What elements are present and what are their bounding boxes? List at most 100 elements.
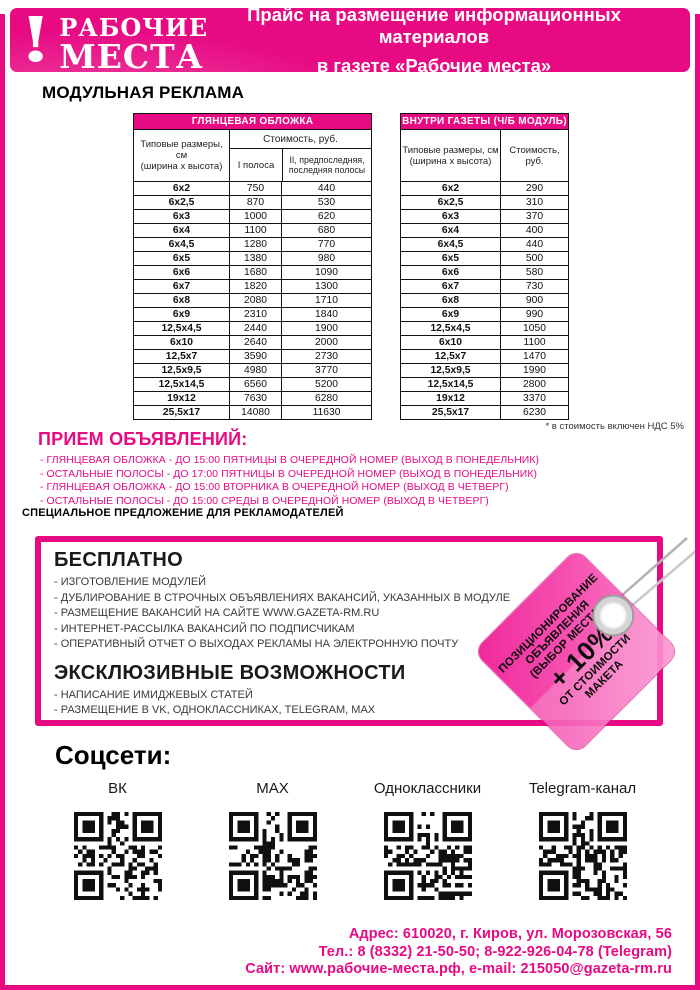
- table-cell: 620: [281, 210, 371, 223]
- free-services-box: БЕСПЛАТНО - ИЗГОТОВЛЕНИЕ МОДУЛЕЙ - ДУБЛИР…: [35, 536, 663, 726]
- table-cell: 1470: [500, 350, 568, 363]
- table-cell: 6230: [500, 406, 568, 419]
- table-row: 6x8 2080 1710: [134, 293, 371, 307]
- table-cell: 990: [500, 308, 568, 321]
- bw-table-title: ВНУТРИ ГАЗЕТЫ (Ч/Б МОДУЛЬ): [401, 114, 568, 129]
- social-labels-row: ВК MAX Одноклассники Telegram-канал: [40, 780, 660, 797]
- table-cell: 370: [500, 210, 568, 223]
- table-cell: 6x2: [441, 183, 460, 194]
- table-row: 12,5x14,5 6560 5200: [134, 377, 371, 391]
- table-cell: 870: [229, 196, 281, 209]
- table-cell: 2730: [281, 350, 371, 363]
- table-cell: 2000: [281, 336, 371, 349]
- list-item: - ГЛЯНЦЕВАЯ ОБЛОЖКА - ДО 15:00 ПЯТНИЦЫ В…: [40, 455, 540, 466]
- table-row: 12,5x7 3590 2730: [134, 349, 371, 363]
- table-row: 6x6 1680 1090: [134, 265, 371, 279]
- table-cell: 12,5x4,5: [161, 323, 202, 334]
- table-row: 6x10 1100: [401, 335, 568, 349]
- table-row: 6x3 1000 620: [134, 209, 371, 223]
- table-cell: 310: [500, 196, 568, 209]
- column-header-size: Типовые размеры, см (ширина x высота): [140, 139, 223, 172]
- table-row: 25,5x17 14080 11630: [134, 405, 371, 419]
- table-row: 6x10 2640 2000: [134, 335, 371, 349]
- footer-contacts: Адрес: 610020, г. Киров, ул. Морозовская…: [245, 926, 672, 979]
- table-row: 6x2 290: [401, 181, 568, 195]
- table-cell: 6x4,5: [168, 239, 195, 250]
- table-cell: 25,5x17: [431, 407, 470, 418]
- column-header-band2: II, предпоследняя, последняя полосы: [282, 149, 371, 181]
- list-item: - ОСТАЛЬНЫЕ ПОЛОСЫ - ДО 17:00 ПЯТНИЦЫ В …: [40, 468, 538, 480]
- table-row: 6x2,5 310: [401, 195, 568, 209]
- social-label-odnoklassniki: Одноклассники: [373, 780, 482, 797]
- table-cell: 1990: [500, 364, 568, 377]
- footer-site-email: Сайт: www.рабочие-места.рф, e-mail: 2150…: [245, 961, 672, 977]
- header-banner: ! РАБОЧИЕ МЕСТА Прайс на размещение инфо…: [10, 8, 690, 72]
- table-cell: 6x7: [441, 281, 460, 292]
- table-row: 6x4 400: [401, 223, 568, 237]
- accepting-deadlines-list: - ГЛЯНЦЕВАЯ ОБЛОЖКА - ДО 15:00 ПЯТНИЦЫ В…: [40, 454, 539, 508]
- table-cell: 1300: [281, 280, 371, 293]
- table-cell: 6x2,5: [168, 197, 195, 208]
- table-cell: 6280: [281, 392, 371, 405]
- table-row: 6x9 990: [401, 307, 568, 321]
- table-cell: 1840: [281, 308, 371, 321]
- logo-line1: РАБОЧИЕ: [59, 13, 209, 42]
- table-row: 6x9 2310 1840: [134, 307, 371, 321]
- table-cell: 980: [281, 252, 371, 265]
- table-cell: 3770: [281, 364, 371, 377]
- table-cell: 6x7: [172, 281, 191, 292]
- column-header-size: Типовые размеры, см (ширина x высота): [402, 144, 499, 167]
- table-cell: 730: [500, 280, 568, 293]
- glossy-table-title: ГЛЯНЦЕВАЯ ОБЛОЖКА: [134, 114, 371, 129]
- list-item: - НАПИСАНИЕ ИМИДЖЕВЫХ СТАТЕЙ: [54, 688, 253, 701]
- bw-table-body: 6x2 290 6x2,5 310 6x3 370 6x4 400 6x4,5 440 6x5 500…: [401, 181, 568, 419]
- table-row: 6x5 500: [401, 251, 568, 265]
- table-cell: 6x10: [439, 337, 462, 348]
- table-row: 6x4,5 440: [401, 237, 568, 251]
- qr-code-odnoklassniki: [381, 810, 474, 902]
- table-cell: 1280: [229, 238, 281, 251]
- table-row: 6x8 900: [401, 293, 568, 307]
- table-cell: 4980: [229, 364, 281, 377]
- table-cell: 6x8: [172, 295, 191, 306]
- table-cell: 25,5x17: [162, 407, 201, 418]
- table-cell: 2800: [500, 378, 568, 391]
- table-cell: 11630: [281, 406, 371, 419]
- table-cell: 6x4,5: [437, 239, 464, 250]
- bw-module-table: ВНУТРИ ГАЗЕТЫ (Ч/Б МОДУЛЬ) Типовые разме…: [400, 113, 569, 420]
- glossy-table-body: 6x2 750 440 6x2,5 870 530 6x3 1000 620 6x4 1100 680…: [134, 181, 371, 419]
- table-cell: 6x2,5: [437, 197, 464, 208]
- newspaper-logo: ! РАБОЧИЕ МЕСТА: [18, 8, 209, 73]
- table-cell: 580: [500, 266, 568, 279]
- social-label-vk: ВК: [108, 780, 127, 797]
- table-cell: 290: [500, 182, 568, 195]
- table-cell: 6x10: [170, 337, 193, 348]
- exclamation-logo-icon: !: [18, 8, 53, 72]
- table-row: 12,5x7 1470: [401, 349, 568, 363]
- bw-table-header: Типовые размеры, см (ширина x высота) Ст…: [401, 129, 568, 181]
- table-cell: 2080: [229, 294, 281, 307]
- footer-phones: Тел.: 8 (8332) 21-50-50; 8-922-926-04-78…: [318, 943, 672, 960]
- qr-code-telegram: [536, 810, 629, 902]
- table-row: 25,5x17 6230: [401, 405, 568, 419]
- section-title-modular: МОДУЛЬНАЯ РЕКЛАМА: [42, 83, 245, 102]
- table-cell: 1100: [229, 224, 281, 237]
- table-cell: 400: [500, 224, 568, 237]
- table-cell: 3590: [229, 350, 281, 363]
- table-cell: 1050: [500, 322, 568, 335]
- table-row: 6x7 730: [401, 279, 568, 293]
- table-cell: 6x9: [172, 309, 191, 320]
- list-item: - ДУБЛИРОВАНИЕ В СТРОЧНЫХ ОБЪЯВЛЕНИЯХ ВА…: [54, 591, 511, 604]
- table-cell: 440: [500, 238, 568, 251]
- vat-footnote: * в стоимость включен НДС 5%: [545, 421, 684, 432]
- social-label-max: MAX: [256, 780, 289, 797]
- glossy-cover-table: ГЛЯНЦЕВАЯ ОБЛОЖКА Типовые размеры, см (ш…: [133, 113, 372, 420]
- table-cell: 1900: [281, 322, 371, 335]
- list-item: - ГЛЯНЦЕВАЯ ОБЛОЖКА - ДО 15:00 ВТОРНИКА …: [40, 482, 509, 493]
- table-row: 12,5x9,5 1990: [401, 363, 568, 377]
- column-header-cost-group: Стоимость, руб. I полоса II, предпоследн…: [229, 130, 371, 181]
- glossy-table-header: Типовые размеры, см (ширина x высота) Ст…: [134, 129, 371, 181]
- table-cell: 6x3: [441, 211, 460, 222]
- table-cell: 680: [281, 224, 371, 237]
